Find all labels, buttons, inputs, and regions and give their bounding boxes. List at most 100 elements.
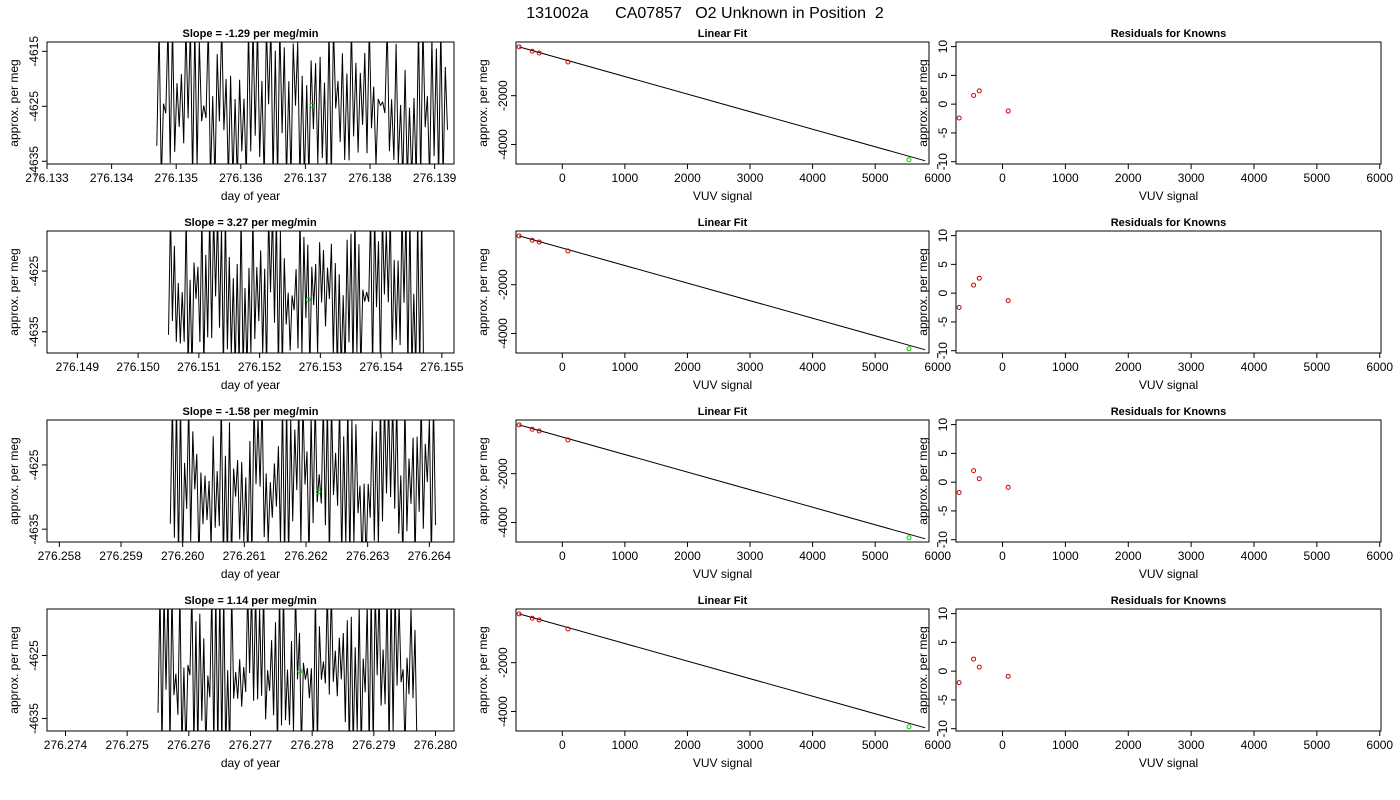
x-tick-label: 6000	[1366, 738, 1393, 752]
residual-point	[971, 468, 977, 474]
x-tick-label: 276.262	[284, 549, 328, 563]
x-tick-label: 2000	[1115, 171, 1142, 185]
y-axis-label: approx. per meg	[7, 437, 21, 524]
known-point	[516, 611, 522, 617]
x-tick-label: 276.280	[414, 738, 458, 752]
x-tick-label: 276.275	[105, 738, 149, 752]
x-axis-label: VUV signal	[1139, 189, 1198, 203]
x-tick-label: 1000	[1052, 738, 1079, 752]
x-tick-label: 6000	[924, 738, 951, 752]
x-tick-label: 276.151	[177, 360, 221, 374]
y-tick-label: 0	[936, 478, 950, 485]
known-point	[529, 48, 535, 54]
x-tick-label: 276.133	[25, 171, 69, 185]
x-tick-label: 276.150	[116, 360, 160, 374]
x-tick-label: 4000	[1241, 171, 1268, 185]
panel-time-trace-3: Slope = -1.58 per meg/min 276.258 276.259 2…	[7, 406, 455, 581]
residual-point	[1005, 484, 1011, 490]
x-tick-label: 276.153	[299, 360, 343, 374]
unknown-point	[315, 489, 321, 495]
y-tick-label: -2000	[496, 458, 510, 489]
x-axis-label: VUV signal	[693, 189, 752, 203]
x-tick-label: 0	[999, 360, 1006, 374]
unknown-point	[305, 297, 311, 303]
x-tick-label: 5000	[862, 738, 889, 752]
x-tick-label: 2000	[1115, 549, 1142, 563]
panel-residuals-2: Residuals for Knowns 0 1000 2000 3000 4000 500…	[916, 217, 1393, 392]
x-tick-label: 0	[559, 171, 566, 185]
x-tick-label: 2000	[674, 549, 701, 563]
panel-title: Slope = 3.27 per meg/min	[184, 217, 317, 229]
x-tick-label: 5000	[862, 549, 889, 563]
residual-point	[1005, 673, 1011, 679]
x-tick-label: 5000	[1304, 738, 1331, 752]
x-axis-label: day of year	[221, 189, 280, 203]
x-tick-label: 6000	[1366, 549, 1393, 563]
x-axis-label: day of year	[221, 378, 280, 392]
y-tick-label: 0	[936, 289, 950, 296]
y-tick-label: -10	[936, 531, 950, 549]
plot-area	[516, 233, 926, 352]
panel-title: Residuals for Knowns	[1111, 406, 1227, 418]
y-axis-label: approx. per meg	[916, 437, 930, 524]
x-tick-label: 276.258	[38, 549, 82, 563]
x-tick-label: 0	[999, 738, 1006, 752]
x-tick-label: 276.260	[161, 549, 205, 563]
x-axis-label: VUV signal	[1139, 567, 1198, 581]
residual-point	[956, 305, 962, 311]
x-tick-label: 0	[999, 171, 1006, 185]
y-tick-label: 10	[936, 229, 950, 243]
plot-frame	[515, 608, 930, 732]
x-tick-label: 3000	[1178, 171, 1205, 185]
unknown-point	[906, 535, 912, 541]
residual-point	[956, 680, 962, 686]
panel-residuals-1: Residuals for Knowns 0 1000 2000 3000 4000 500…	[916, 28, 1393, 203]
panel-time-trace-2: Slope = 3.27 per meg/min 276.149 276.150 27…	[7, 217, 464, 392]
known-point	[536, 428, 542, 434]
residual-point	[971, 282, 977, 288]
x-axis-label: VUV signal	[693, 756, 752, 770]
plot-area	[156, 42, 448, 164]
x-axis-label: day of year	[221, 567, 280, 581]
unknown-point	[906, 346, 912, 352]
x-tick-label: 6000	[924, 360, 951, 374]
x-tick-label: 2000	[1115, 738, 1142, 752]
data-trace-line	[157, 609, 418, 731]
plot-frame	[955, 608, 1382, 732]
plot-area	[516, 44, 926, 163]
x-tick-label: 2000	[674, 171, 701, 185]
y-tick-label: -2000	[496, 647, 510, 678]
x-tick-label: 276.276	[167, 738, 211, 752]
plot-frame	[955, 419, 1382, 543]
y-tick-label: -4635	[27, 513, 41, 544]
x-tick-label: 276.137	[284, 171, 328, 185]
known-point	[516, 233, 522, 239]
panels-group: Slope = -1.29 per meg/min 276.133 276.134 2…	[7, 28, 1393, 770]
x-tick-label: 5000	[862, 360, 889, 374]
panel-residuals-3: Residuals for Knowns 0 1000 2000 3000 4000 500…	[916, 406, 1393, 581]
unknown-point	[906, 157, 912, 163]
x-tick-label: 276.138	[348, 171, 392, 185]
y-axis-label: approx. per meg	[7, 248, 21, 335]
data-trace-line	[169, 420, 436, 542]
x-tick-label: 0	[559, 549, 566, 563]
plot-frame	[46, 419, 455, 543]
y-tick-label: 0	[936, 100, 950, 107]
y-tick-label: -5	[936, 694, 950, 705]
x-tick-label: 276.155	[420, 360, 464, 374]
x-tick-label: 276.149	[56, 360, 100, 374]
residual-point	[971, 93, 977, 99]
y-axis-label: approx. per meg	[916, 59, 930, 146]
y-tick-label: -2000	[496, 269, 510, 300]
x-tick-label: 4000	[1241, 549, 1268, 563]
plot-frame	[515, 41, 930, 165]
panel-title: Linear Fit	[698, 406, 748, 418]
x-axis-label: VUV signal	[693, 567, 752, 581]
panel-title: Linear Fit	[698, 28, 748, 40]
x-tick-label: 276.136	[219, 171, 263, 185]
panel-residuals-4: Residuals for Knowns 0 1000 2000 3000 4000 500…	[916, 595, 1393, 770]
known-point	[536, 617, 542, 623]
x-tick-label: 276.278	[290, 738, 334, 752]
x-tick-label: 276.263	[346, 549, 390, 563]
